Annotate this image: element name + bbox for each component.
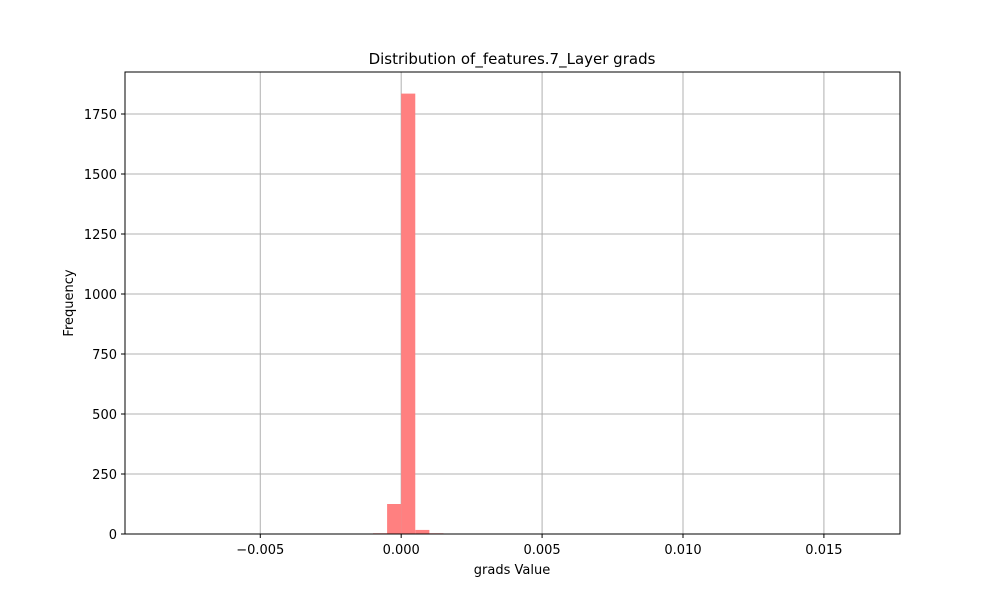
histogram-bar (387, 504, 402, 534)
y-tick-label: 1000 (84, 288, 117, 303)
plot-area-frame (124, 71, 901, 535)
histogram-bars (373, 93, 444, 534)
x-axis-label: grads Value (474, 563, 550, 578)
grid-lines (125, 72, 900, 535)
y-axis-label: Frequency (62, 269, 77, 336)
x-tick-label: −0.005 (236, 543, 284, 558)
x-tick-label: 0.015 (805, 543, 842, 558)
x-tick-label: 0.010 (664, 543, 701, 558)
y-tick-label: 750 (92, 348, 117, 363)
y-tick-label: 1500 (84, 168, 117, 183)
y-tick-label: 250 (92, 468, 117, 483)
x-tick-label: 0.000 (383, 543, 420, 558)
y-tick-label: 1750 (84, 108, 117, 123)
histogram-bar (401, 93, 416, 534)
y-tick-label: 0 (109, 528, 117, 543)
chart-title: Distribution of_features.7_Layer grads (369, 50, 656, 69)
x-axis-ticks: −0.005 0.000 0.005 0.010 0.015 (236, 534, 843, 558)
y-axis-ticks: 0 250 500 750 1000 1250 1500 1750 (84, 108, 125, 543)
histogram-bar (415, 529, 430, 534)
y-tick-label: 1250 (84, 228, 117, 243)
x-tick-label: 0.005 (523, 543, 560, 558)
y-tick-label: 500 (92, 408, 117, 423)
